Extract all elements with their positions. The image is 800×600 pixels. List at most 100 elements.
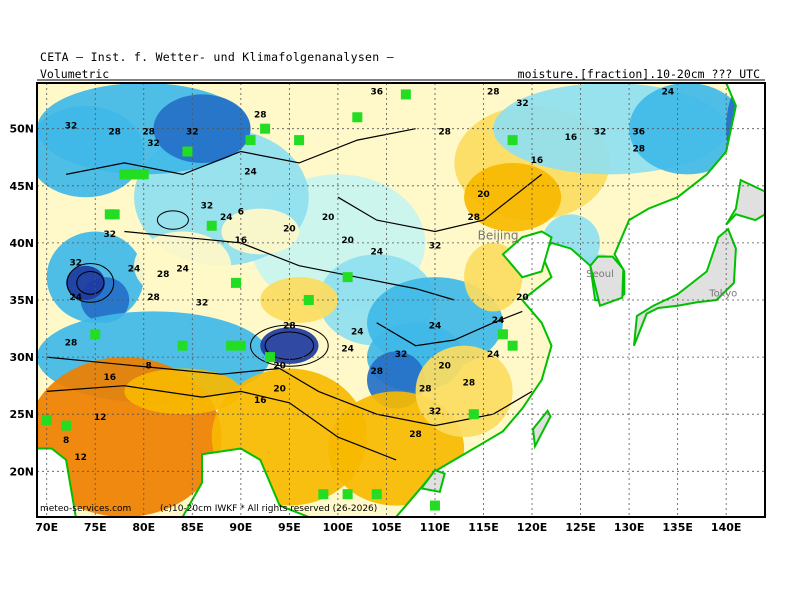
contour-value-label: 24 [176, 264, 189, 274]
contour-value-label: 24 [341, 344, 354, 354]
place-labels: Beijing Seoul Tokyo [478, 228, 738, 299]
lon-tick-label: 110E [420, 521, 450, 534]
contour-value-label: 32 [65, 122, 78, 132]
bright-green-patch [245, 135, 256, 146]
contour-ring [76, 270, 105, 295]
contour-value-label: 20 [283, 224, 296, 234]
bright-green-patch [177, 340, 188, 351]
bright-green-patch [429, 500, 440, 511]
contour-value-label: 28 [254, 110, 267, 120]
contour-value-label: 28 [283, 322, 296, 332]
island-land [633, 227, 737, 347]
latitude-axis: 20N 25N 30N 35N 40N 45N 50N [9, 123, 34, 479]
contour-value-label: 32 [196, 299, 209, 309]
contour-value-label: 20 [516, 293, 529, 303]
moisture-region [260, 277, 338, 323]
lon-tick-label: 115E [468, 521, 498, 534]
variable-label: Volumetric [40, 67, 110, 81]
contour-line [46, 385, 397, 461]
contour-value-label: 32 [429, 242, 442, 252]
contour-value-label: 28 [487, 87, 500, 97]
graticule [37, 83, 765, 517]
lat-tick-label: 30N [9, 351, 34, 364]
bright-green-patch [264, 352, 275, 363]
lat-tick-label: 45N [9, 180, 34, 193]
island-land [419, 469, 446, 494]
bright-green-patch [342, 489, 353, 500]
contour-value-label: 24 [351, 327, 364, 337]
lon-tick-label: 75E [84, 521, 107, 534]
contour-value-label: 24 [429, 322, 442, 332]
lon-tick-label: 95E [278, 521, 301, 534]
contour-value-label: 32 [395, 350, 408, 360]
contour-value-label: 12 [74, 453, 87, 463]
contour-value-label: 24 [492, 316, 505, 326]
contour-value-label: 24 [128, 264, 141, 274]
contour-value-label: 24 [487, 350, 500, 360]
contour-value-label: 36 [633, 127, 646, 137]
contour-line [337, 173, 543, 233]
contour-value-label: 20 [477, 190, 490, 200]
lon-tick-label: 105E [371, 521, 401, 534]
contour-line [65, 128, 416, 176]
lat-tick-label: 40N [9, 237, 34, 250]
lon-tick-label: 135E [662, 521, 692, 534]
contour-ring [156, 210, 189, 230]
bright-green-patch [260, 123, 271, 134]
contour-value-label: 28 [463, 379, 476, 389]
bright-green-patch [41, 414, 52, 425]
lat-tick-label: 20N [9, 465, 34, 478]
contour-value-label: 16 [254, 396, 267, 406]
contour-value-label: 36 [370, 87, 383, 97]
contour-value-label: 28 [419, 384, 432, 394]
lon-tick-label: 70E [35, 521, 58, 534]
contour-value-label: 16 [531, 156, 544, 166]
place-label: Tokyo [708, 289, 737, 300]
contour-value-label: 28 [108, 127, 121, 137]
contour-value-label: 20 [341, 236, 354, 246]
bright-green-patch [182, 146, 193, 157]
contour-value-label: 8 [145, 362, 151, 372]
chart-title: CETA — Inst. f. Wetter- und Klimafolgena… [40, 50, 394, 64]
sea-area [501, 230, 553, 279]
bright-green-patches [41, 89, 518, 511]
lon-tick-label: 120E [517, 521, 547, 534]
lon-tick-label: 90E [229, 521, 252, 534]
contour-value-labels: 32 28 36 32 28 32 28 28 32 28 24 16 32 28 36 24 32 24 6 20 2… [63, 87, 674, 462]
contour-lines [46, 128, 543, 461]
bright-green-patch [294, 135, 305, 146]
contour-value-label: 28 [409, 430, 422, 440]
contour-line [46, 356, 533, 427]
contour-value-label: 32 [516, 99, 529, 109]
contour-value-label: 20 [322, 213, 335, 223]
bright-green-patch [129, 169, 140, 180]
contour-value-label: 32 [429, 407, 442, 417]
contour-value-label: 16 [104, 373, 117, 383]
contour-value-label: 32 [201, 202, 214, 212]
contour-line [376, 310, 523, 347]
lon-tick-label: 80E [132, 521, 155, 534]
bright-green-patch [318, 489, 329, 500]
contour-value-label: 24 [662, 87, 675, 97]
credit-right: (c)10-20cm IWKF * All rights reserved (2… [160, 504, 377, 514]
lon-tick-label: 140E [711, 521, 741, 534]
bright-green-patch [507, 340, 518, 351]
contour-value-label: 28 [370, 367, 383, 377]
contour-value-label: 24 [70, 293, 83, 303]
field-info-label: moisture.[fraction].10-20cm ??? UTC [517, 67, 760, 81]
bright-green-patch [235, 340, 246, 351]
contour-value-label: 6 [238, 207, 244, 217]
bright-green-patch [497, 329, 508, 340]
contour-value-label: 20 [273, 362, 286, 372]
island-land [589, 255, 625, 308]
contour-value-label: 16 [235, 236, 248, 246]
bright-green-patch [342, 272, 353, 283]
island-land [725, 178, 765, 226]
contour-value-label: 32 [186, 127, 199, 137]
bright-green-patch [226, 340, 237, 351]
lon-tick-label: 130E [614, 521, 644, 534]
island-land [531, 408, 552, 450]
bright-green-patch [90, 329, 101, 340]
contour-value-label: 20 [273, 384, 286, 394]
